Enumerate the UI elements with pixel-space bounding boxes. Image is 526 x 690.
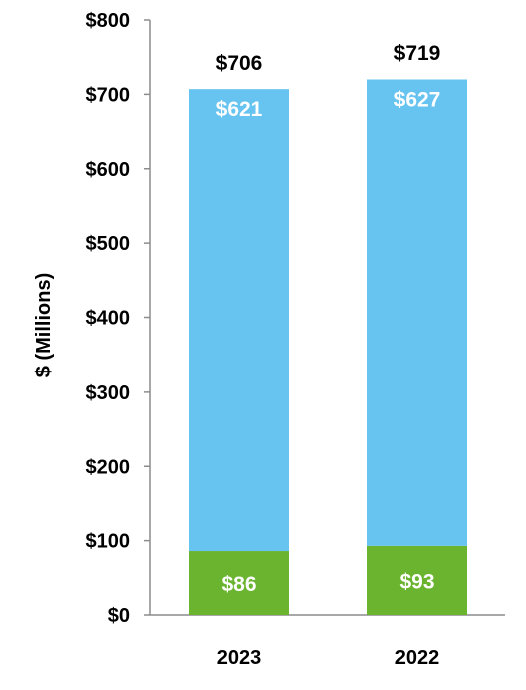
bar-total-label: $719 [394, 42, 441, 65]
bar-segment-label: $86 [221, 573, 256, 596]
bar-segment-lower [189, 551, 289, 615]
y-tick-label: $500 [86, 233, 131, 255]
y-tick-label: $200 [86, 456, 131, 478]
bar-segment-upper [367, 79, 467, 546]
y-axis: $0 $100 $200 $300 $400 $500 $600 $700 $800 [86, 10, 151, 627]
x-axis: 2023 2022 [150, 614, 505, 669]
bar-segment-label: $627 [394, 89, 441, 112]
bar-segment-upper [189, 89, 289, 552]
y-tick-label: $700 [86, 84, 131, 106]
y-tick-label: $600 [86, 159, 131, 181]
bar-segment-label: $93 [399, 570, 434, 593]
y-axis-label: $ (Millions) [33, 273, 55, 377]
x-tick-label: 2023 [217, 647, 262, 669]
bars [189, 79, 467, 615]
bar-total-label: $706 [216, 52, 263, 75]
y-tick-label: $800 [86, 10, 131, 32]
y-tick-label: $100 [86, 531, 131, 553]
bar-segment-lower [367, 545, 467, 615]
data-labels: $86 $621 $706 $93 $627 $719 [216, 42, 441, 596]
bar-segment-label: $621 [216, 98, 263, 121]
y-tick-label: $0 [108, 605, 130, 627]
x-tick-label: 2022 [395, 647, 440, 669]
y-tick-label: $300 [86, 382, 131, 404]
y-tick-label: $400 [86, 308, 131, 330]
